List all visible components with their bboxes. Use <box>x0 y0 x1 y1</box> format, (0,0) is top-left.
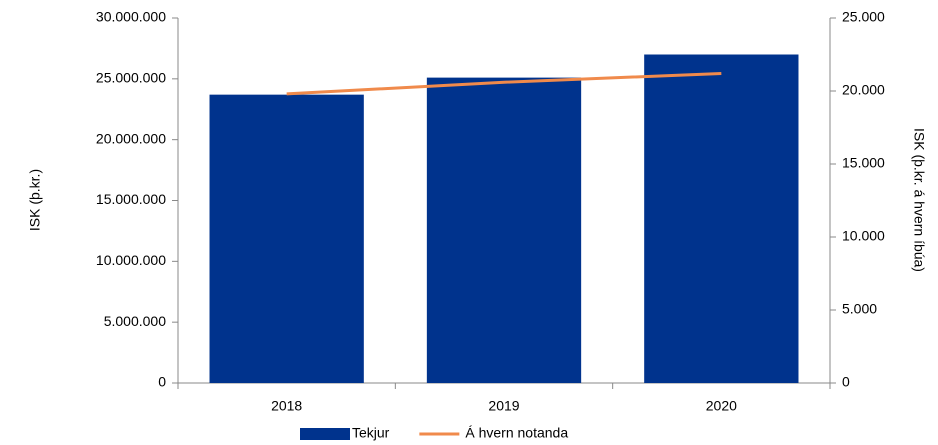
x-tick-label: 2020 <box>706 398 737 414</box>
bar <box>644 54 799 383</box>
y-tick-label: 30.000.000 <box>96 9 166 25</box>
y2-tick-label: 15.000 <box>842 155 885 171</box>
line <box>286 71 722 96</box>
y-tick-label: 10.000.000 <box>96 252 166 268</box>
y-tick-label: 25.000.000 <box>96 70 166 86</box>
y2-tick-label: 0 <box>842 374 850 390</box>
y-tick-label: 15.000.000 <box>96 191 166 207</box>
legend-label: Á hvern notanda <box>465 425 568 441</box>
y-tick-label: 5.000.000 <box>104 313 166 329</box>
x-tick-label: 2018 <box>271 398 302 414</box>
y2-tick-label: 20.000 <box>842 82 885 98</box>
y2-tick-label: 25.000 <box>842 9 885 25</box>
y-axis-title: ISK (þ.kr.) <box>27 169 43 231</box>
legend-swatch <box>300 428 350 440</box>
y2-tick-label: 5.000 <box>842 301 877 317</box>
legend-label: Tekjur <box>352 425 390 441</box>
y2-tick-label: 10.000 <box>842 228 885 244</box>
x-tick-label: 2019 <box>488 398 519 414</box>
bar <box>426 77 582 383</box>
y-tick-label: 0 <box>158 374 166 390</box>
bar <box>209 94 364 384</box>
y2-axis-title: ISK (þ.kr. á hvern íbúa) <box>911 128 927 272</box>
y-tick-label: 20.000.000 <box>96 130 166 146</box>
